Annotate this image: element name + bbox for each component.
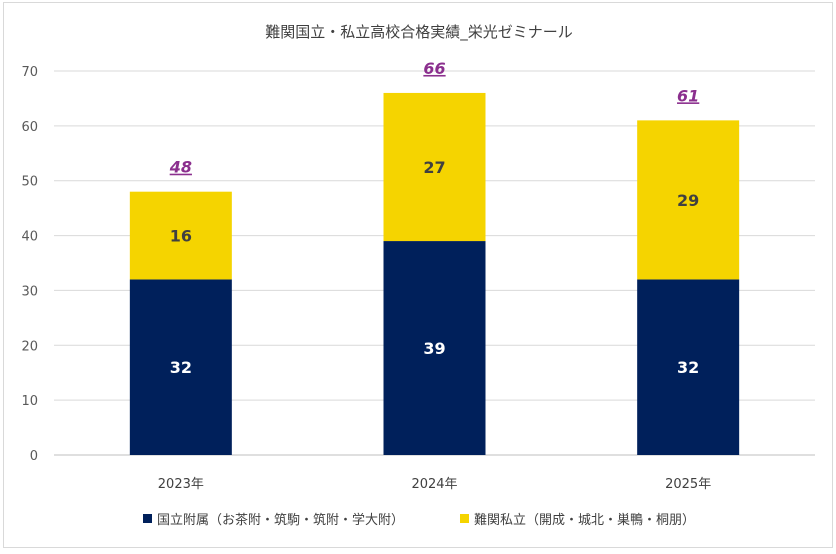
total-label: 61 (677, 86, 699, 105)
y-tick-label: 50 (21, 175, 38, 190)
bar-segment-national (129, 279, 232, 455)
y-tick-label: 20 (21, 339, 38, 354)
legend-item: 難関私立（開成・城北・巣鴨・桐朋） (460, 509, 695, 528)
y-tick-label: 30 (21, 284, 38, 299)
data-label: 16 (170, 227, 192, 246)
y-tick-label: 70 (21, 65, 38, 80)
chart-plot-area: 0 10 20 30 40 50 60 70 32 16 48 2023年 39 27 66 2024年 32 2… (21, 59, 815, 492)
data-label: 32 (677, 358, 699, 377)
x-tick-label: 2024年 (411, 477, 457, 492)
y-tick-label: 60 (21, 120, 38, 135)
y-tick-label: 40 (21, 230, 38, 245)
legend-label: 国立附属（お茶附・筑駒・筑附・学大附） (156, 513, 404, 528)
x-tick-label: 2025年 (665, 477, 711, 492)
total-label: 48 (169, 158, 192, 177)
data-label: 29 (677, 191, 699, 210)
legend-item: 国立附属（お茶附・筑駒・筑附・学大附） (142, 509, 404, 528)
bar-segment-national (383, 241, 486, 455)
legend-swatch (460, 514, 469, 523)
total-label: 66 (423, 59, 445, 78)
data-label: 32 (170, 358, 192, 377)
legend-swatch (142, 514, 152, 523)
y-tick-label: 0 (30, 449, 38, 464)
chart-frame: 難関国立・私立高校合格実績_栄光ゼミナール 0 10 20 30 40 50 60 70 32 1… (3, 2, 833, 548)
data-label: 27 (423, 158, 445, 177)
chart-legend: 国立附属（お茶附・筑駒・筑附・学大附） 難関私立（開成・城北・巣鴨・桐朋） (4, 509, 834, 528)
bar-segment-private (637, 120, 740, 280)
data-label: 39 (423, 339, 445, 358)
bar-segment-private (383, 92, 486, 242)
chart-title: 難関国立・私立高校合格実績_栄光ゼミナール (265, 23, 573, 41)
x-tick-label: 2023年 (158, 477, 204, 492)
bar-segment-national (637, 279, 740, 455)
y-tick-label: 10 (21, 394, 38, 409)
legend-label: 難関私立（開成・城北・巣鴨・桐朋） (474, 513, 696, 528)
bar-segment-private (129, 191, 232, 280)
